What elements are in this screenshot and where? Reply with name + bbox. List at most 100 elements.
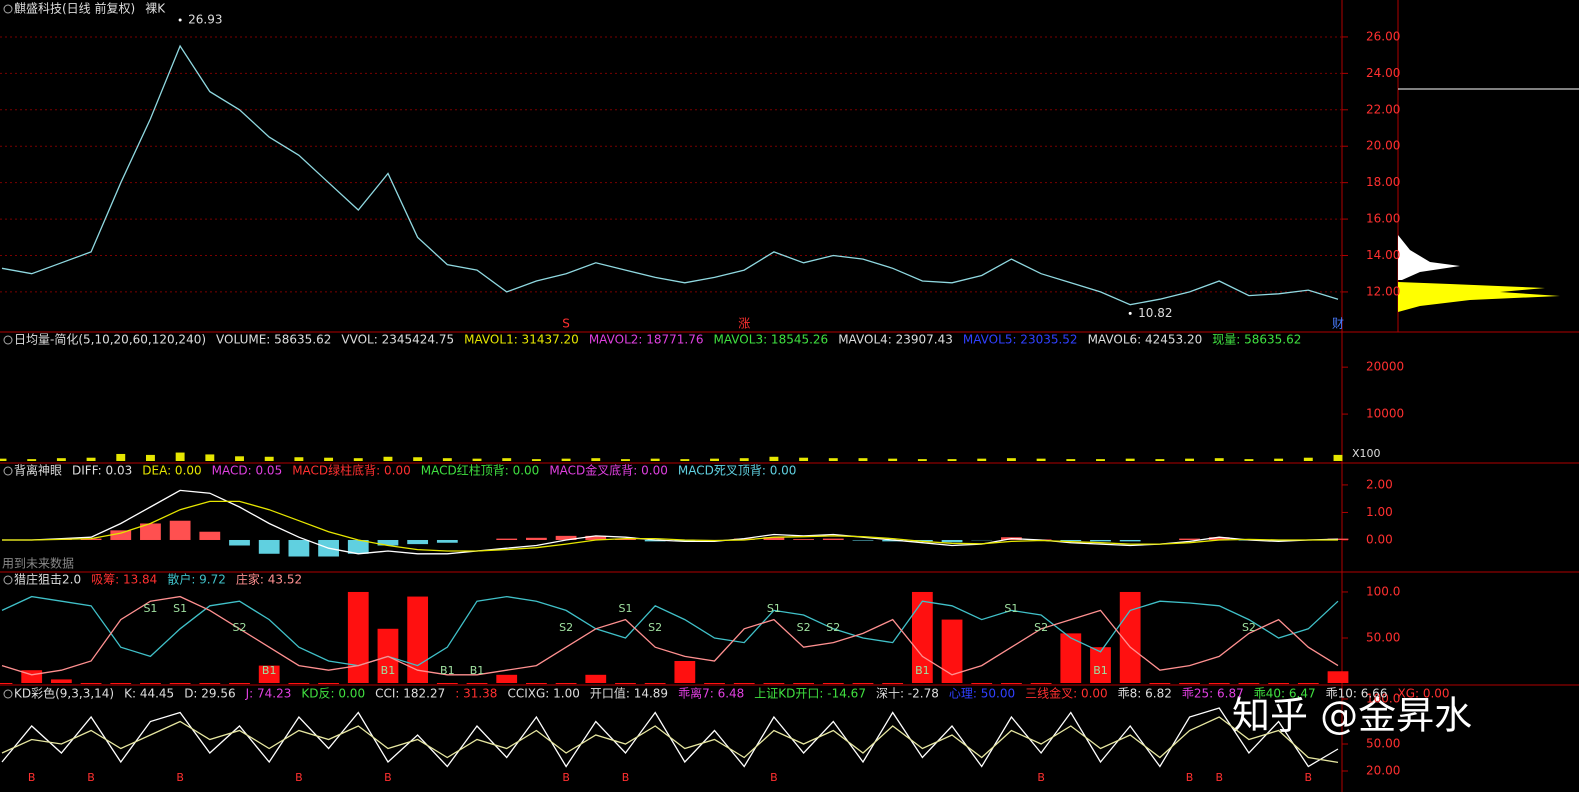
indicator-bar <box>436 683 458 685</box>
header-text: VVOL: 2345424.75 <box>341 333 454 347</box>
volume-bar <box>1333 454 1343 461</box>
header-text: MAVOL5: 23035.52 <box>963 333 1078 347</box>
header-text: MACD: 0.05 <box>212 464 283 478</box>
indicator-bar <box>1119 539 1141 542</box>
indicator-bar <box>526 537 547 540</box>
header-text: 庄家: 43.52 <box>236 572 302 587</box>
indicator-bar <box>1238 683 1260 685</box>
volume-bar <box>591 458 601 461</box>
signal-label: S2 <box>1242 621 1256 634</box>
y-tick-label: 14.00 <box>1366 248 1400 262</box>
indicator-bar <box>1179 538 1200 540</box>
y-tick-label: 50.00 <box>1366 630 1400 644</box>
signal-label: B <box>1215 771 1223 784</box>
indicator-bar <box>199 531 221 540</box>
y-tick-label: 26.00 <box>1366 29 1400 43</box>
header-text: DEA: 0.00 <box>142 464 201 478</box>
volume-bar <box>56 458 66 461</box>
header-text: 乖离7: 6.48 <box>678 686 744 701</box>
volume-bar <box>739 458 749 461</box>
signal-label: S1 <box>143 602 157 615</box>
signal-label: B1 <box>470 664 485 677</box>
indicator-bar <box>674 661 696 683</box>
indicator-bar <box>733 538 755 540</box>
signal-label: B <box>384 771 392 784</box>
y-tick-label: 20.00 <box>1366 764 1400 778</box>
indicator-bar <box>110 683 132 685</box>
indicator-bar <box>1119 591 1141 683</box>
header-text: MAVOL3: 18545.26 <box>714 333 829 347</box>
indicator-bar <box>733 683 755 685</box>
header-text: 散户: 9.72 <box>167 572 226 587</box>
header-text: 心理: 50.00 <box>949 687 1015 701</box>
indicator-bar <box>318 683 339 685</box>
panel-icon <box>3 335 13 345</box>
signal-label: S2 <box>648 621 662 634</box>
indicator-bar <box>1060 633 1082 683</box>
y-tick-label: 2.00 <box>1366 477 1393 491</box>
indicator-bar <box>941 539 963 543</box>
indicator-bar <box>466 683 488 685</box>
header-text: 三线金叉: 0.00 <box>1025 686 1108 701</box>
indicator-bar <box>1268 539 1290 542</box>
y-tick-label: 1.00 <box>1366 505 1393 519</box>
header-text: 日均量-简化(5,10,20,60,120,240) <box>14 333 206 347</box>
indicator-bar <box>852 683 874 685</box>
indicator-bar <box>229 683 250 685</box>
signal-label: B <box>770 771 778 784</box>
header-text: D: 29.56 <box>184 687 235 701</box>
volume-bar <box>1125 458 1135 461</box>
indicator-bar <box>377 539 399 546</box>
annotation: 10.82 <box>1138 306 1172 320</box>
indicator-bar <box>496 538 518 540</box>
volume-bar <box>561 458 571 461</box>
header-text: 背离神眼 <box>14 463 62 478</box>
header-text: MACD死叉顶背: 0.00 <box>678 464 797 478</box>
signal-label: S2 <box>1034 621 1048 634</box>
indicator-bar <box>644 683 666 685</box>
volume-bar <box>1303 457 1313 461</box>
indicator-bar <box>407 539 429 545</box>
volume-bar <box>175 452 185 461</box>
indicator-bar <box>585 535 607 540</box>
indicator-bar <box>258 665 280 683</box>
volume-bar <box>294 457 304 461</box>
indicator-bar <box>140 683 161 685</box>
volume-bar <box>502 458 512 461</box>
header-text: XG: 0.00 <box>1397 687 1449 701</box>
indicator-bar <box>229 539 250 546</box>
annotation-point <box>178 18 182 22</box>
signal-label: B <box>87 771 95 784</box>
signal-label: S1 <box>173 602 187 615</box>
indicator-bar <box>585 674 607 683</box>
header-text: 乖40: 6.47 <box>1254 687 1316 701</box>
profile-shape <box>1398 235 1460 280</box>
volume-bar <box>947 459 957 461</box>
indicator-bar <box>1268 683 1290 685</box>
header-text: K: 44.45 <box>124 687 174 701</box>
y-tick-label: 50.00 <box>1366 736 1400 750</box>
indicator-bar <box>882 539 904 542</box>
signal-label: B <box>1037 771 1045 784</box>
series-line <box>1 716 1339 764</box>
volume-bar <box>324 457 334 461</box>
marker: 涨 <box>738 316 750 331</box>
signal-label: B1 <box>381 664 396 677</box>
indicator-bar <box>615 683 636 685</box>
indicator-bar <box>80 683 102 685</box>
y-tick-label: 20000 <box>1366 360 1404 374</box>
profile-shape <box>1398 282 1560 312</box>
volume-bar <box>680 459 690 461</box>
signal-label: B <box>176 771 184 784</box>
indicator-bar <box>80 538 102 540</box>
y-tick-label: 22.00 <box>1366 102 1400 116</box>
price-profile <box>1398 88 1579 312</box>
header-text: KD彩色(9,3,3,14) <box>14 687 114 701</box>
y-tick-label: 0.00 <box>1366 532 1393 546</box>
indicator-bar <box>347 539 369 554</box>
panel-icon <box>3 4 13 14</box>
y-tick-label: 18.00 <box>1366 175 1400 189</box>
volume-bar <box>1214 458 1224 461</box>
volume-bar <box>769 456 779 461</box>
